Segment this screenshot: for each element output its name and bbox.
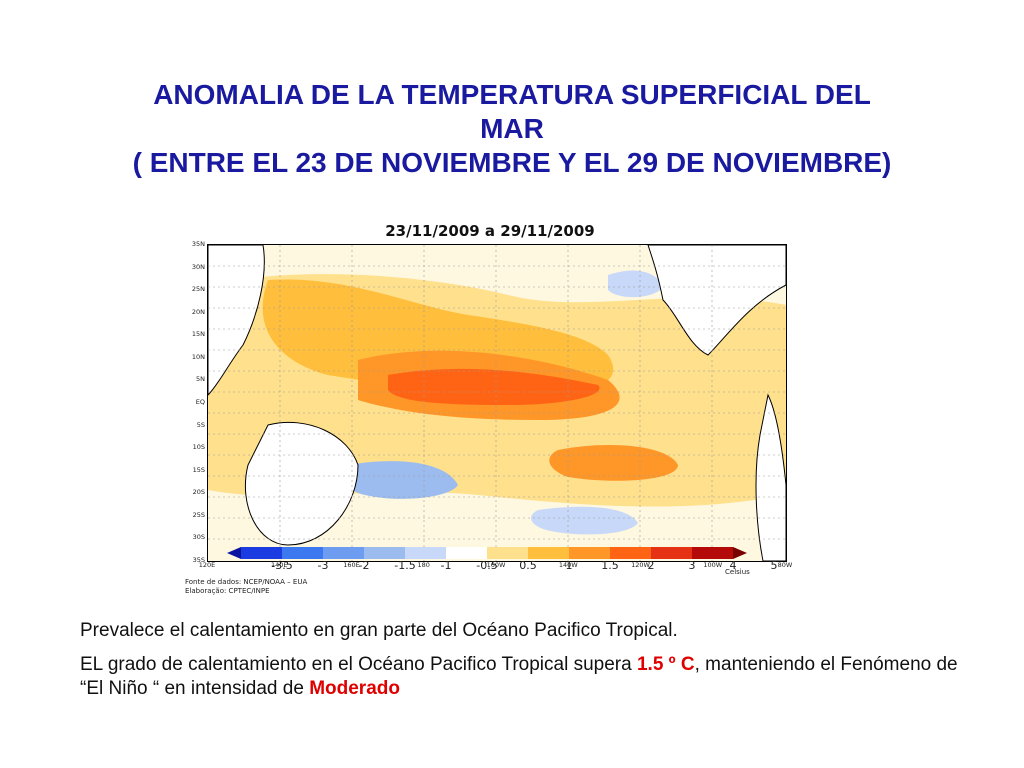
- lon-label: 100W: [703, 561, 723, 569]
- colorbar-segment: [651, 547, 693, 559]
- colorbar-segment: [227, 547, 241, 559]
- colorbar-segment: [323, 547, 365, 559]
- land-asia: [208, 245, 265, 396]
- colorbar-segment: [446, 547, 488, 559]
- sst-anomaly-map: [207, 244, 787, 562]
- lon-label: 80W: [777, 561, 793, 569]
- source-line-2: Elaboração: CPTEC/INPE: [185, 587, 270, 595]
- colorbar-segment: [282, 547, 324, 559]
- latitude-labels: 35N 30N 25N 20N 15N 10N 5N EQ 5S 10S 15S 20S 25S 30S 3…: [185, 240, 207, 564]
- lat-label: 10N: [191, 352, 205, 361]
- lon-label: 160E: [343, 561, 360, 569]
- anomaly-area-south-warm: [549, 445, 678, 481]
- lat-label: EQ: [195, 398, 205, 406]
- title-line-3: ( ENTRE EL 23 DE NOVIEMBRE Y EL 29 DE NO…: [132, 147, 892, 178]
- warming-value: 1.5 º C: [636, 654, 695, 675]
- lat-label: 10S: [192, 443, 205, 452]
- intensity-value: Moderado: [309, 678, 400, 699]
- colorbar-tick-label: -3.5: [271, 559, 293, 572]
- page-title: ANOMALIA DE LA TEMPERATURA SUPERFICIAL D…: [0, 78, 1024, 180]
- colorbar-segment: [733, 547, 747, 559]
- title-line-2: MAR: [480, 113, 544, 144]
- colorbar: [227, 547, 747, 559]
- anomaly-area-cool-2: [531, 506, 638, 535]
- anomaly-area-strong-warm: [388, 368, 600, 405]
- colorbar-tick-label: 1.5: [601, 559, 619, 572]
- colorbar-tick-label: -3: [317, 559, 329, 572]
- lat-label: 20N: [191, 307, 205, 316]
- colorbar-segment: [569, 547, 611, 559]
- lon-label: 180: [417, 561, 430, 569]
- lat-label: 35S: [192, 556, 205, 564]
- lat-label: 30S: [192, 533, 205, 542]
- longitude-labels: 120E 140E 160E 180 160W 140W 120W 100W 80W: [199, 561, 793, 571]
- anomaly-area-cool-1: [340, 461, 458, 499]
- lat-label: 20S: [192, 488, 205, 497]
- lon-label: 140W: [558, 561, 578, 569]
- map-canvas: [208, 245, 786, 561]
- warming-sentence: EL grado de calentamiento en el Océano P…: [80, 654, 632, 675]
- summary-paragraph-1: Prevalece el calentamiento en gran parte…: [80, 620, 678, 641]
- summary-text: Prevalece el calentamiento en gran parte…: [80, 619, 960, 711]
- colorbar-segment: [610, 547, 652, 559]
- colorbar-unit: Celsius: [725, 568, 750, 576]
- lat-label: 5N: [196, 375, 205, 384]
- sst-anomaly-map-figure: 23/11/2009 a 29/11/2009 35N 30N 25N 20N 15N 1…: [185, 222, 793, 612]
- colorbar-tick-label: 0.5: [519, 559, 537, 572]
- colorbar-segment: [364, 547, 406, 559]
- colorbar-segment: [692, 547, 734, 559]
- lat-label: 5S: [196, 420, 205, 429]
- lon-label: 140E: [270, 561, 288, 569]
- lat-label: 15N: [191, 330, 205, 339]
- phenomenon-sentence: manteniendo el Fenómeno de “El Niño “ en…: [80, 654, 958, 699]
- map-date-range: 23/11/2009 a 29/11/2009: [385, 222, 595, 240]
- source-line-1: Fonte de dados: NCEP/NOAA – EUA: [185, 578, 308, 586]
- colorbar-segment: [528, 547, 570, 559]
- land-south-america: [755, 393, 786, 561]
- colorbar-tick-label: 3: [688, 559, 696, 572]
- colorbar-tick-label: 4: [729, 559, 737, 572]
- colorbar-tick-label: -0.5: [476, 559, 498, 572]
- summary-paragraph-2: EL grado de calentamiento en el Océano P…: [80, 653, 960, 701]
- colorbar-ticks: -3.5 -3 -2 -1.5 -1 -0.5 0.5 1 1.5 2 3 4 5: [227, 559, 777, 573]
- land-north-america: [647, 245, 786, 356]
- map-grid: [208, 245, 786, 561]
- lat-label: 25N: [191, 285, 205, 294]
- colorbar-tick-label: 1: [565, 559, 573, 572]
- title-line-1: ANOMALIA DE LA TEMPERATURA SUPERFICIAL D…: [153, 79, 871, 110]
- colorbar-tick-label: 5: [770, 559, 778, 572]
- colorbar-tick-label: 2: [647, 559, 655, 572]
- lon-label: 160W: [486, 561, 506, 569]
- lon-label: 120W: [631, 561, 650, 569]
- lat-label: 25S: [192, 510, 205, 519]
- data-source: Fonte de dados: NCEP/NOAA – EUA Elaboraç…: [185, 578, 307, 596]
- comma: ,: [694, 654, 700, 675]
- colorbar-segment: [405, 547, 447, 559]
- colorbar-segment: [487, 547, 529, 559]
- lat-label: 30N: [191, 262, 205, 271]
- colorbar-tick-label: -2: [358, 559, 370, 572]
- lon-label: 120E: [198, 561, 216, 569]
- land-australia: [244, 421, 359, 546]
- colorbar-segment: [241, 547, 283, 559]
- lat-label: 35N: [191, 240, 205, 248]
- anomaly-area-cool-3: [608, 270, 663, 298]
- colorbar-tick-label: -1: [440, 559, 452, 572]
- lat-label: 15S: [192, 465, 205, 474]
- colorbar-tick-label: -1.5: [394, 559, 416, 572]
